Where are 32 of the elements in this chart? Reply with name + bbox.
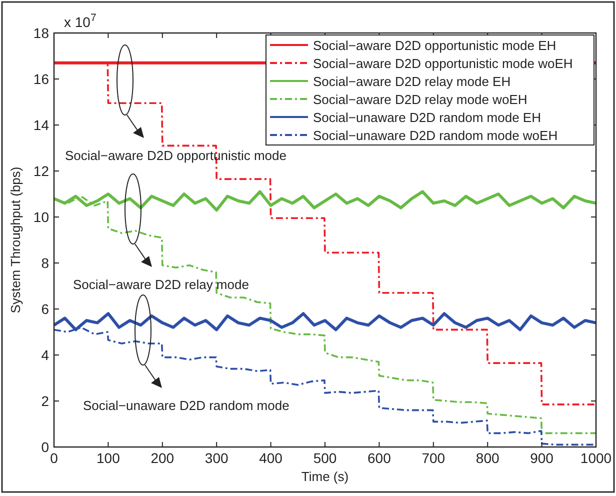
legend-label: Social−aware D2D relay mode woEH — [313, 92, 528, 107]
legend-label: Social−aware D2D relay mode EH — [313, 74, 511, 89]
y-tick-label: 14 — [33, 117, 50, 133]
legend-label: Social−aware D2D opportunistic mode woEH — [313, 56, 573, 71]
legend-label: Social−aware D2D opportunistic mode EH — [313, 38, 556, 53]
y-tick-label: 16 — [33, 71, 50, 87]
y-tick-label: 4 — [41, 347, 50, 363]
x-tick-label: 800 — [476, 450, 500, 466]
x-tick-label: 400 — [259, 450, 283, 466]
annotation: Social−aware D2D relay mode — [73, 277, 249, 292]
x-tick-label: 900 — [530, 450, 554, 466]
x-tick-label: 100 — [96, 450, 120, 466]
y-tick-label: 12 — [33, 163, 50, 179]
x-tick-label: 300 — [204, 450, 228, 466]
y-tick-label: 2 — [41, 393, 50, 409]
x-axis-title: Time (s) — [301, 469, 349, 484]
x-tick-label: 1000 — [580, 450, 612, 466]
annotation: Social−aware D2D opportunistic mode — [65, 148, 286, 163]
annotation: Social−unaware D2D random mode — [83, 398, 290, 413]
legend-label: Social−unaware D2D random mode woEH — [313, 128, 558, 143]
y-tick-label: 10 — [33, 209, 50, 225]
y-tick-label: 8 — [41, 255, 50, 271]
x-tick-label: 700 — [422, 450, 446, 466]
legend-label: Social−unaware D2D random mode EH — [313, 110, 541, 125]
y-tick-label: 6 — [41, 301, 50, 317]
y-tick-label: 0 — [41, 439, 50, 455]
text: x 10$^{7}$ — [64, 12, 96, 30]
y-tick-label: 18 — [33, 25, 50, 41]
y-axis-title: System Throughput (bps) — [8, 166, 23, 314]
x-tick-label: 600 — [368, 450, 392, 466]
x-tick-label: 500 — [313, 450, 337, 466]
x-tick-label: 200 — [150, 450, 174, 466]
